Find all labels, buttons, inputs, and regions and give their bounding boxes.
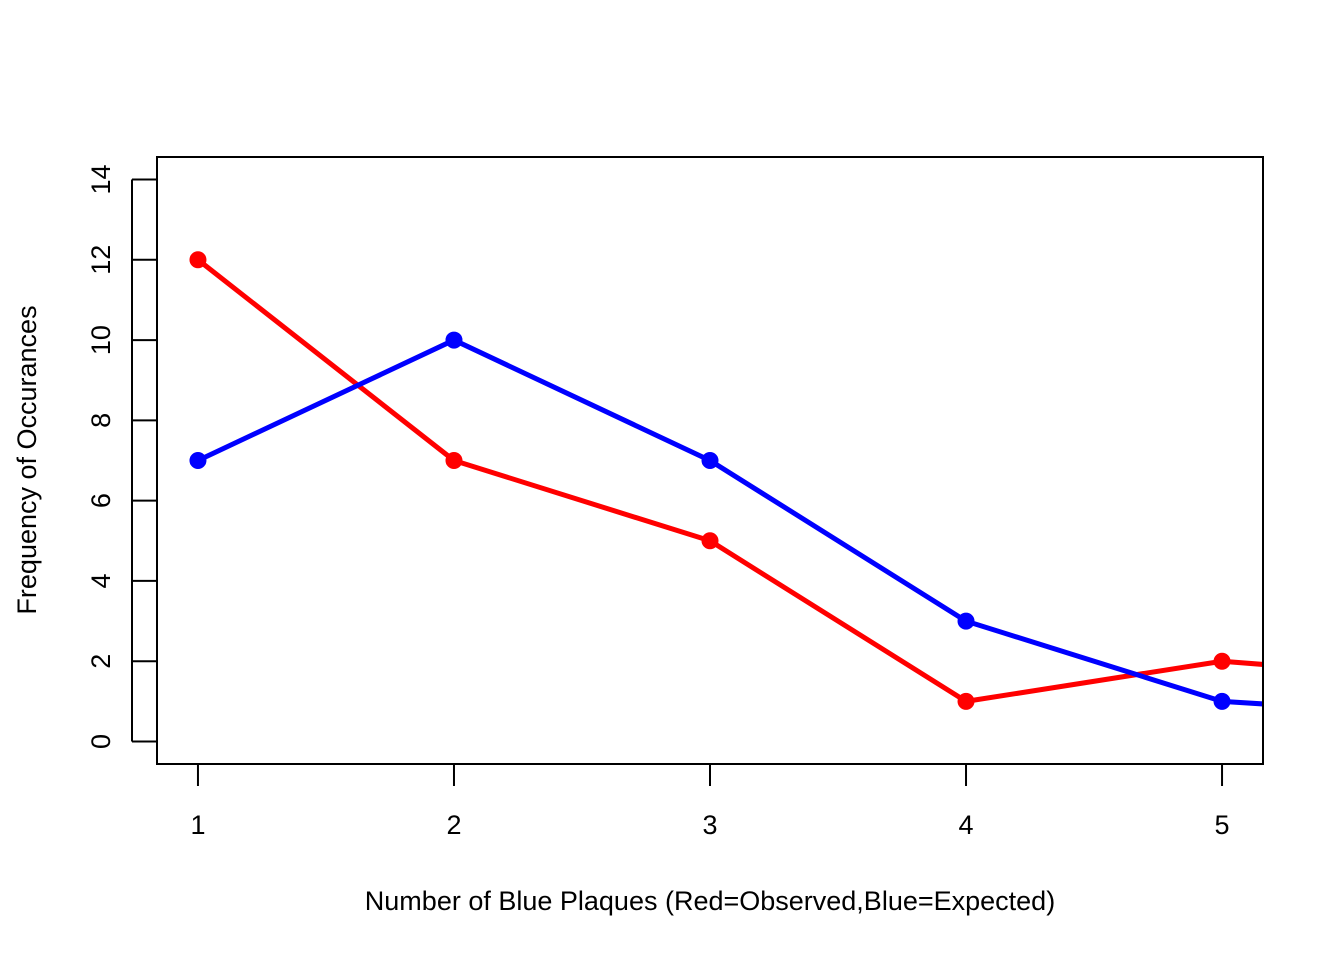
y-tick-label: 2 [86, 654, 116, 669]
x-tick-label: 5 [1215, 810, 1230, 840]
x-axis-title: Number of Blue Plaques (Red=Observed,Blu… [365, 886, 1055, 916]
y-tick-label: 4 [86, 573, 116, 588]
series-1-line [196, 337, 1263, 707]
x-tick-label: 1 [190, 810, 205, 840]
x-tick-label: 4 [959, 810, 974, 840]
series-0-point [189, 251, 207, 269]
series-1-point [1213, 692, 1231, 710]
y-tick-label: 0 [86, 734, 116, 749]
series-1 [189, 331, 1263, 710]
x-tick-label: 2 [446, 810, 461, 840]
series-0 [189, 251, 1263, 710]
y-tick-label: 8 [86, 413, 116, 428]
y-axis-title: Frequency of Occurances [12, 305, 42, 614]
x-tick-label: 3 [702, 810, 717, 840]
series-0-line [196, 257, 1263, 704]
y-tick-label: 12 [86, 245, 116, 275]
series-1-point [957, 612, 975, 630]
series-1-point [701, 452, 719, 469]
series-0-point [445, 452, 463, 469]
series-0-point [957, 692, 975, 710]
series-0-point [701, 532, 719, 550]
y-tick-label: 6 [86, 493, 116, 508]
series-1-point [445, 331, 463, 349]
y-tick-label: 10 [86, 325, 116, 355]
series-1-point [189, 452, 207, 469]
y-tick-label: 14 [86, 164, 116, 194]
series-0-point [1213, 652, 1231, 670]
y-axis: 0 2 4 6 8 10 12 14 [86, 164, 157, 749]
series-layer [189, 251, 1263, 710]
x-axis: 1 2 3 4 5 [190, 763, 1230, 840]
